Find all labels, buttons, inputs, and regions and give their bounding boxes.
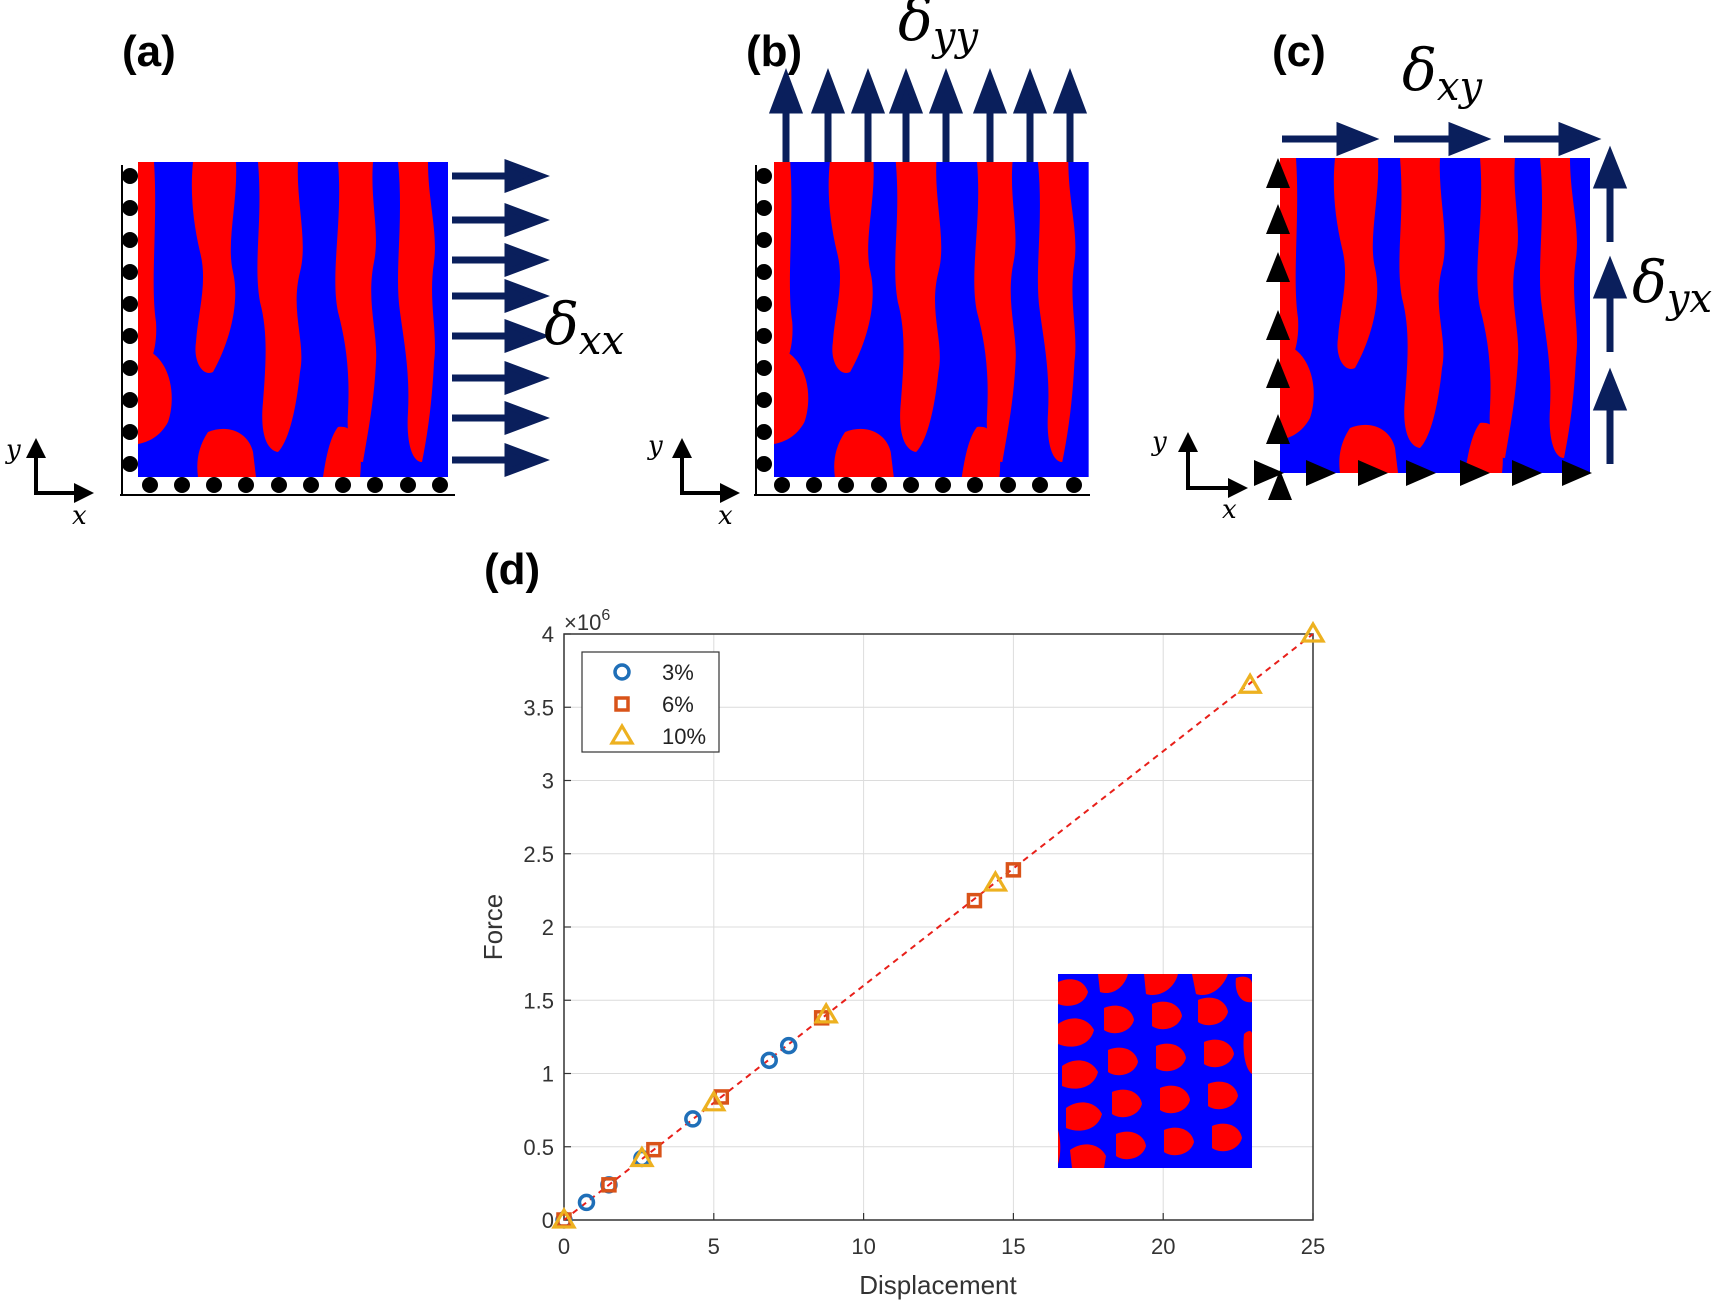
panel-b-axis-triad: y x [647, 431, 740, 531]
y-axis-label: Force [478, 894, 508, 960]
panel-b-bottom-roller-supports [754, 477, 1090, 496]
y-tick-label: 3 [542, 769, 554, 794]
x-tick-label: 20 [1151, 1234, 1175, 1259]
panel-b-x-letter: x [718, 501, 733, 531]
panel-c-y-letter: y [1151, 427, 1167, 457]
y-tick-label: 0.5 [523, 1135, 554, 1160]
data-point-triangle [629, 1145, 655, 1168]
data-point-triangle [701, 1089, 727, 1112]
data-point-square [646, 1141, 662, 1158]
legend-label: 10% [662, 724, 706, 749]
panel-a-label: (a) [122, 27, 176, 76]
panel-a-delta-label: δxx [544, 290, 624, 364]
panel-c: (c) δxy δyx [1151, 27, 1712, 525]
panel-a-bottom-roller-supports [120, 477, 455, 496]
y-tick-label: 2.5 [523, 842, 554, 867]
panel-b: (b) δyy [647, 0, 1090, 531]
data-markers [551, 620, 1326, 1229]
plot-frame [563, 633, 1314, 1221]
panel-c-delta-xy-label: δxy [1402, 36, 1483, 110]
data-point-triangle [1300, 620, 1326, 643]
inset-microstructure [1058, 974, 1252, 1168]
force-displacement-chart: 0 5 10 15 20 25 0 0.5 1 1.5 2 2.5 3 3.5 4 ×106 Displa… [478, 607, 1326, 1300]
legend-label: 3% [662, 660, 694, 685]
panel-c-label: (c) [1272, 27, 1326, 76]
panel-b-delta-label: δyy [898, 0, 980, 60]
x-tick-label: 25 [1301, 1234, 1325, 1259]
panel-a-x-letter: x [72, 501, 87, 531]
panel-b-load-arrows [768, 68, 1088, 162]
legend-box [581, 651, 720, 753]
x-axis-label: Displacement [859, 1270, 1017, 1300]
x-tick-labels: 0 5 10 15 20 25 [558, 1234, 1325, 1259]
panel-c-shear-arrows-top [1282, 121, 1602, 157]
legend-marker-square [614, 696, 630, 712]
y-tick-label: 2 [542, 915, 554, 940]
x-tick-label: 15 [1001, 1234, 1025, 1259]
x-tick-label: 5 [708, 1234, 720, 1259]
legend: 3% 6% 10% [581, 651, 720, 753]
x-tick-label: 10 [851, 1234, 875, 1259]
panel-b-y-letter: y [647, 431, 663, 461]
panel-b-label: (b) [746, 27, 802, 76]
data-point-circle [760, 1051, 778, 1070]
legend-marker-circle [613, 663, 631, 681]
data-point-square [966, 892, 983, 909]
legend-label: 6% [662, 692, 694, 717]
y-tick-label: 4 [542, 622, 554, 647]
panel-d: (d) 0 5 10 15 20 25 0 0.5 1 1.5 2 2.5 3 3.5 4 ×106 Di… [478, 545, 1326, 1300]
panel-a-left-roller-supports [121, 165, 138, 495]
data-point-square [1005, 862, 1022, 878]
x-tick-label: 0 [558, 1234, 570, 1259]
data-point-triangle [551, 1206, 577, 1229]
data-point-circle [577, 1193, 596, 1212]
panel-c-axis-triad: y x [1151, 427, 1248, 525]
panel-c-bottom-pin-supports [1254, 460, 1592, 486]
panel-a: (a) δxx [5, 27, 624, 531]
data-point-square [601, 1177, 617, 1193]
data-point-circle [684, 1110, 702, 1128]
panel-a-y-letter: y [5, 435, 21, 465]
y-tick-label: 1.5 [523, 988, 554, 1013]
y-exponent-label: ×106 [564, 607, 610, 635]
y-tick-label: 1 [542, 1062, 554, 1087]
panel-c-x-letter: x [1222, 495, 1237, 525]
data-point-triangle [982, 869, 1009, 892]
panel-d-label: (d) [484, 545, 540, 594]
panel-c-delta-yx-label: δyx [1632, 248, 1712, 322]
data-point-circle [779, 1036, 798, 1055]
data-point-triangle [1237, 672, 1263, 694]
y-tick-label: 3.5 [523, 695, 554, 720]
y-tick-label: 0 [542, 1208, 554, 1233]
legend-marker-triangle [609, 722, 635, 745]
y-tick-labels: 0 0.5 1 1.5 2 2.5 3 3.5 4 [523, 622, 554, 1233]
panel-a-load-arrows [452, 158, 550, 478]
panel-a-axis-triad: y x [5, 435, 94, 531]
panel-c-shear-arrows-right [1592, 145, 1628, 464]
panel-c-left-pin-supports [1266, 158, 1292, 500]
panel-a-microstructure [138, 162, 448, 477]
panel-b-left-roller-supports [755, 165, 772, 495]
panel-b-microstructure [774, 162, 1089, 477]
data-point-triangle [813, 1001, 839, 1024]
panel-c-microstructure [1280, 158, 1590, 473]
